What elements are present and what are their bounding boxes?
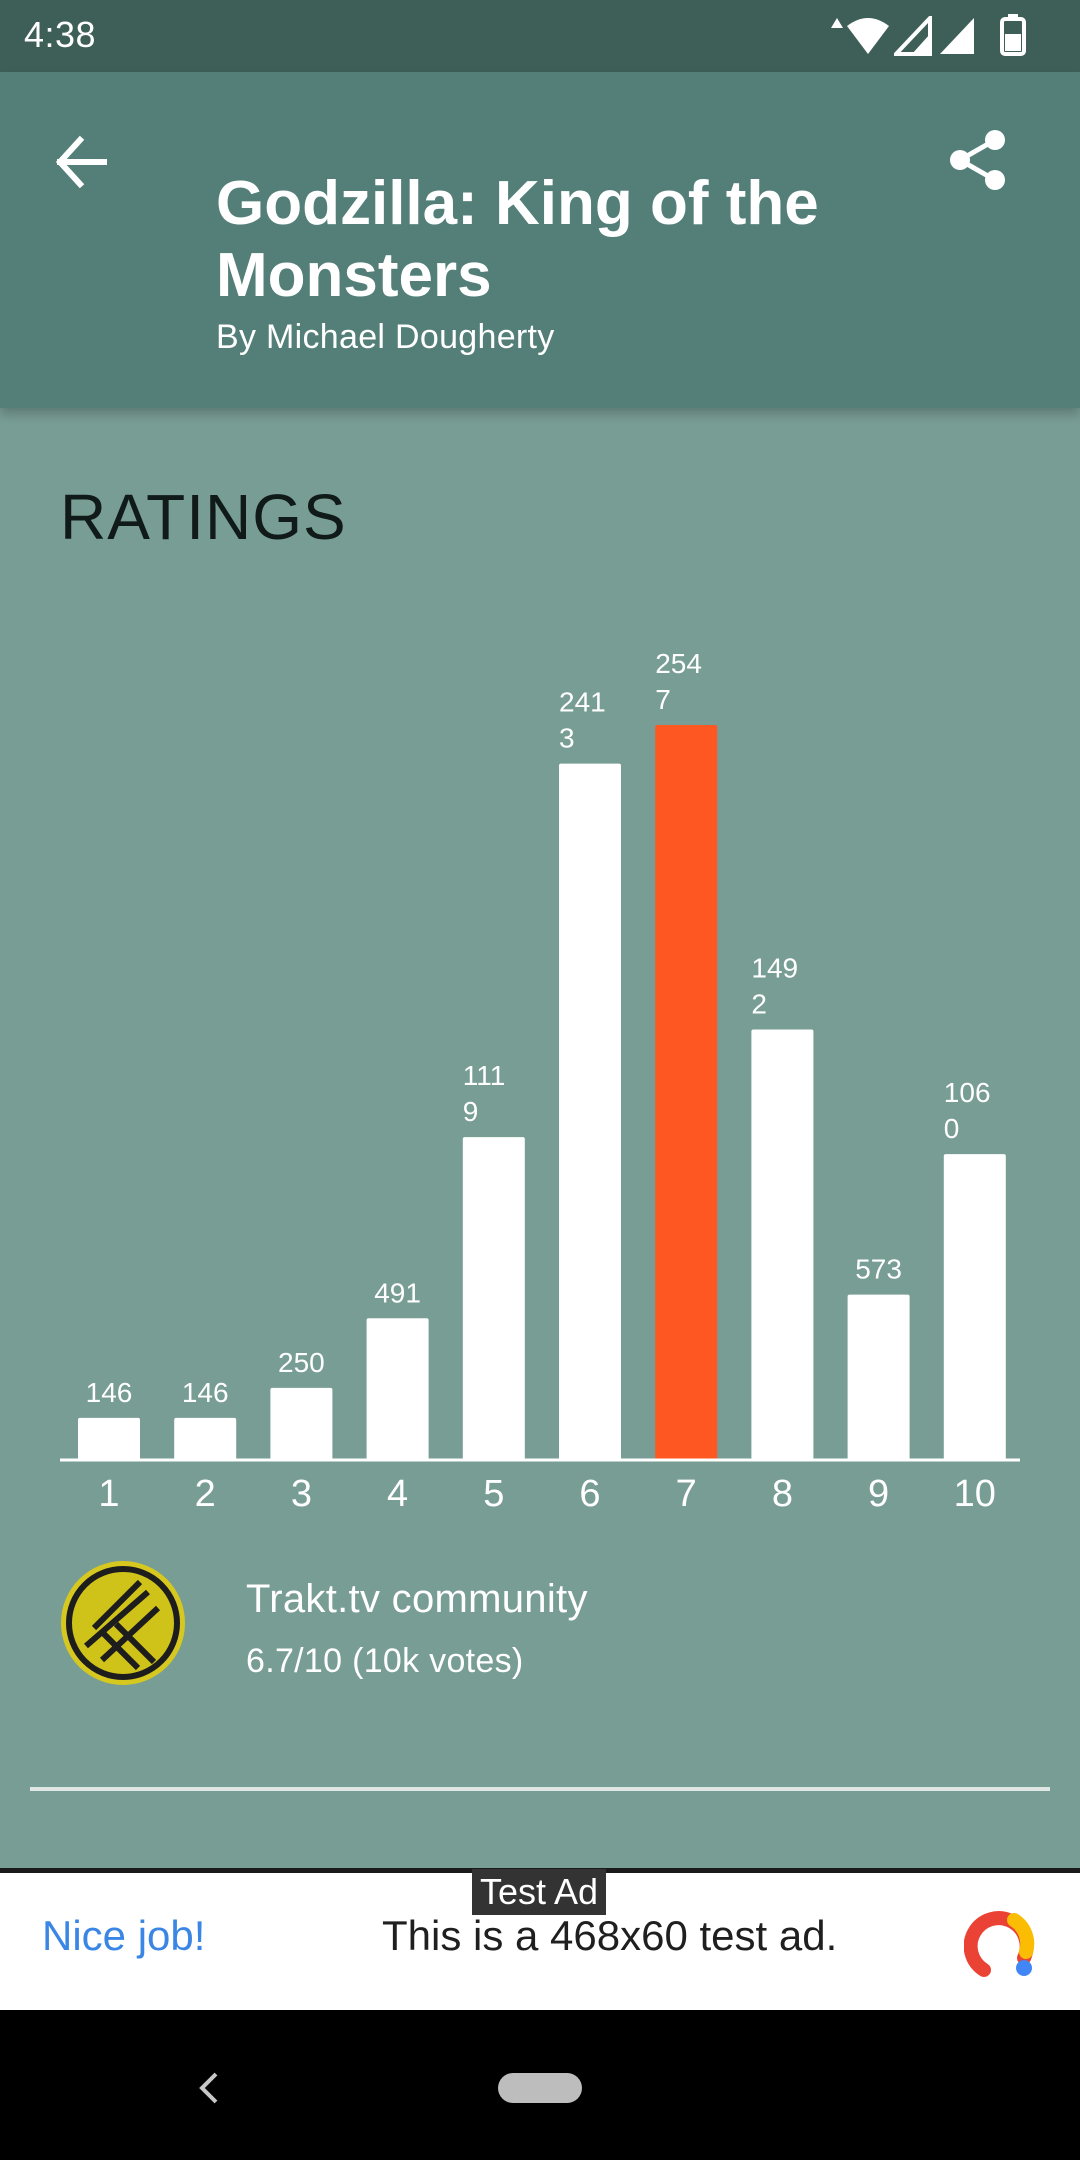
- page-subtitle: By Michael Dougherty: [216, 318, 555, 357]
- rating-bar-2: [174, 1418, 236, 1460]
- x-tick-label: 1: [98, 1473, 119, 1515]
- rating-bar-8: [751, 1029, 813, 1460]
- x-tick-label: 7: [676, 1473, 697, 1515]
- battery-icon: [1000, 14, 1026, 56]
- bar-value-label: 0: [944, 1113, 960, 1144]
- rating-bar-1: [78, 1418, 140, 1460]
- bar-value-label: 241: [559, 687, 606, 718]
- rating-bar-9: [848, 1295, 910, 1460]
- admob-logo-icon: [964, 1906, 1040, 1982]
- trakt-logo-icon: [58, 1558, 188, 1688]
- x-tick-label: 10: [954, 1473, 996, 1515]
- bar-value-label: 111: [463, 1060, 506, 1091]
- bar-value-label: 146: [182, 1377, 229, 1408]
- divider: [30, 1787, 1050, 1791]
- home-pill-icon[interactable]: [498, 2073, 582, 2103]
- app-bar: Godzilla: King of the Monsters By Michae…: [0, 72, 1080, 408]
- status-bar: 4:38: [0, 0, 1080, 72]
- nav-back-icon: [190, 2066, 226, 2110]
- data-arrows-icon: [830, 16, 844, 36]
- bar-value-label: 491: [374, 1277, 421, 1308]
- nav-back-button[interactable]: [190, 2066, 226, 2110]
- x-tick-label: 8: [772, 1473, 793, 1515]
- bar-value-label: 106: [944, 1077, 991, 1108]
- bar-value-label: 3: [559, 723, 575, 754]
- bar-value-label: 149: [751, 952, 798, 983]
- share-button[interactable]: [938, 120, 1018, 200]
- rating-bar-6: [559, 764, 621, 1460]
- rating-bar-5: [463, 1137, 525, 1460]
- page-title: Godzilla: King of the Monsters: [216, 168, 976, 312]
- ad-tag: Test Ad: [472, 1869, 606, 1915]
- ad-headline[interactable]: Nice job!: [42, 1912, 205, 1960]
- bar-value-label: 7: [655, 684, 671, 715]
- ratings-chart: 146 1 146 2 250 3 491 4 111 9 5 241 3 6 254 7 7 149 2 8 573 9…: [0, 600, 1080, 1530]
- x-tick-label: 2: [195, 1473, 216, 1515]
- wifi-icon: [846, 16, 890, 56]
- ad-body[interactable]: This is a 468x60 test ad.: [382, 1912, 837, 1960]
- bar-value-label: 2: [751, 988, 767, 1019]
- x-tick-label: 5: [483, 1473, 504, 1515]
- rating-source-score: 6.7/10 (10k votes): [246, 1642, 524, 1681]
- share-icon: [938, 120, 1018, 200]
- x-tick-label: 4: [387, 1473, 408, 1515]
- rating-bar-10: [944, 1154, 1006, 1460]
- bar-value-label: 9: [463, 1096, 479, 1127]
- rating-source-name: Trakt.tv community: [246, 1577, 588, 1622]
- bar-value-label: 250: [278, 1347, 325, 1378]
- rating-bar-3: [270, 1388, 332, 1460]
- back-arrow-icon: [44, 122, 124, 202]
- rating-bar-4: [367, 1318, 429, 1460]
- x-tick-label: 3: [291, 1473, 312, 1515]
- bar-value-label: 146: [86, 1377, 133, 1408]
- rating-bar-7: [655, 725, 717, 1460]
- x-tick-label: 6: [579, 1473, 600, 1515]
- signal-icon: [894, 16, 932, 56]
- status-time: 4:38: [24, 14, 96, 56]
- signal-icon: [938, 16, 976, 56]
- back-button[interactable]: [44, 122, 124, 202]
- x-tick-label: 9: [868, 1473, 889, 1515]
- bar-value-label: 254: [655, 648, 702, 679]
- bar-value-label: 573: [855, 1254, 902, 1285]
- section-title: RATINGS: [60, 480, 347, 554]
